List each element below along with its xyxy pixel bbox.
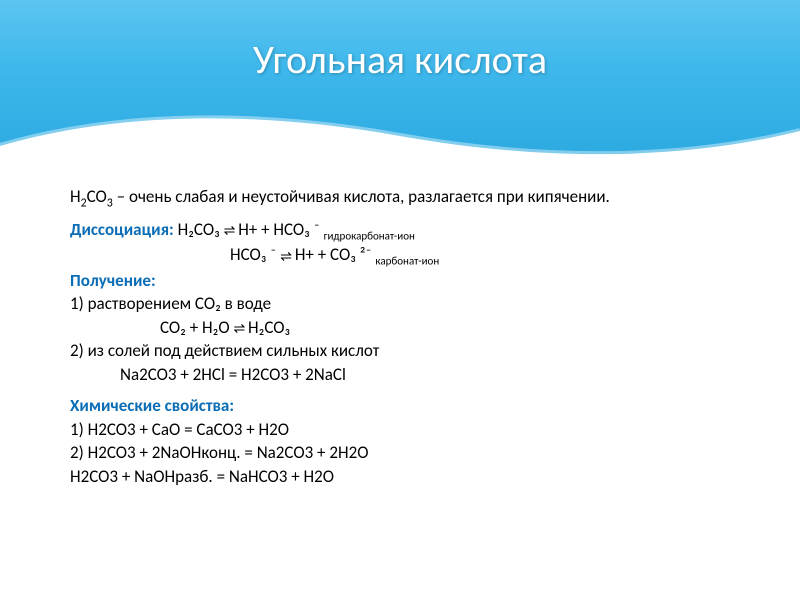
diss2-left: HCO₃ ⁻	[230, 244, 276, 265]
preparation-label: Получение:	[70, 269, 740, 292]
prop-r2a: 2) H2CO3 + 2NaOHконц. = Na2CO3 + 2H2O	[70, 441, 740, 464]
prop-r1: 1) H2CO3 + CaO = CaCO3 + H2O	[70, 418, 740, 441]
ion2-label: карбонат-ион	[375, 255, 439, 268]
dissociation-label: Диссоциация:	[70, 219, 174, 240]
dissociation-line1: Диссоциация: H₂CO₃ ⇌ H+ + HCO₃ ⁻ гидрока…	[70, 218, 740, 244]
intro-formula-h: H	[70, 186, 81, 207]
prep-r1-part2: H₂CO₃	[248, 317, 290, 338]
dissociation-line2: HCO₃ ⁻ ⇌ H+ + CO₃ ²⁻ карбонат-ион	[70, 243, 740, 269]
intro-text: – очень слабая и неустойчивая кислота, р…	[113, 186, 610, 207]
prep-reaction2: Na2CO3 + 2HCl = H2CO3 + 2NaCl	[70, 363, 740, 386]
equilibrium-arrow-icon: ⇌	[233, 325, 244, 332]
properties-label: Химические свойства:	[70, 394, 740, 417]
equilibrium-arrow-icon: ⇌	[224, 227, 235, 234]
diss1-left: H₂CO₃	[178, 219, 220, 240]
equilibrium-arrow-icon: ⇌	[280, 253, 291, 260]
slide-header: Угольная кислота	[0, 0, 800, 165]
title-text: Угольная кислота	[253, 35, 547, 84]
diss2-right: H+ + CO₃ ²⁻	[295, 244, 372, 265]
diss1-right: H+ + HCO₃ ⁻	[238, 219, 320, 240]
slide-content: H2CO3 – очень слабая и неустойчивая кисл…	[0, 165, 800, 508]
prop-r2b: H2CO3 + NaOHразб. = NaHCO3 + H2O	[70, 465, 740, 488]
intro-paragraph: H2CO3 – очень слабая и неустойчивая кисл…	[70, 185, 740, 212]
slide-title: Угольная кислота	[253, 35, 547, 84]
prep-item2: 2) из солей под действием сильных кислот	[70, 339, 740, 362]
prep-r1-part: CO₂ + H₂O	[160, 317, 230, 338]
prep-item1: 1) растворением CO₂ в воде	[70, 292, 740, 315]
ion1-label: гидрокарбонат-ион	[324, 229, 415, 242]
prep-reaction1: CO₂ + H₂O ⇌ H₂CO₃	[70, 316, 740, 339]
intro-formula-co: CO	[87, 186, 107, 207]
wave-decoration	[0, 106, 800, 166]
